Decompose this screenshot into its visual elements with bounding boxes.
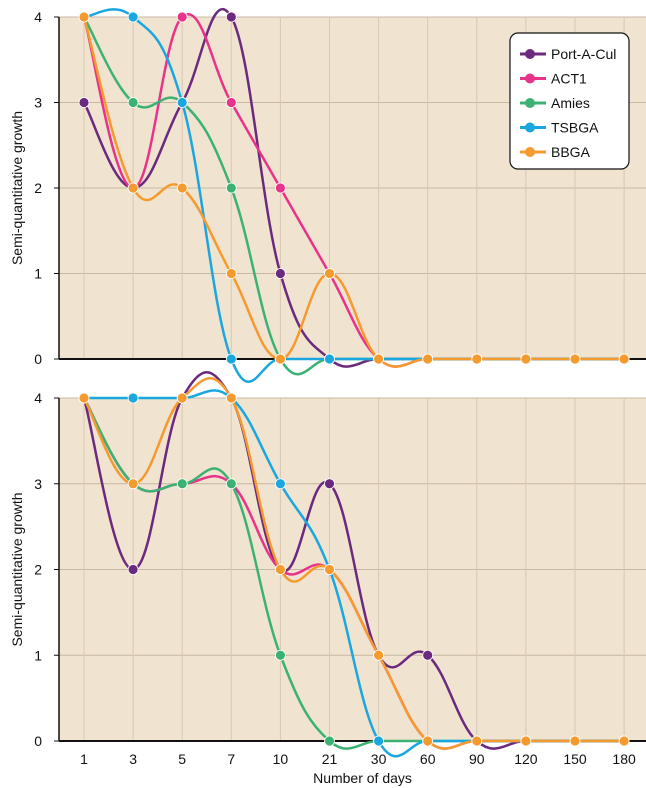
data-point: [569, 353, 581, 365]
data-point: [176, 478, 188, 490]
series-line: [82, 15, 626, 368]
data-point: [274, 649, 286, 661]
x-tick-label: 90: [469, 751, 485, 767]
data-point: [618, 353, 630, 365]
data-point: [422, 735, 434, 747]
x-tick-label: 180: [612, 751, 636, 767]
data-point: [127, 11, 139, 23]
y-tick-label: 2: [34, 562, 42, 578]
data-point: [373, 353, 385, 365]
x-tick-label: 120: [514, 751, 538, 767]
x-tick-label: 3: [129, 751, 137, 767]
legend: Port-A-Cul ACT1 Amies TSBGA BBGA: [509, 32, 630, 170]
y-tick-label: 1: [34, 647, 42, 663]
y-tick-label: 0: [34, 733, 42, 749]
data-point: [471, 353, 483, 365]
data-point: [373, 735, 385, 747]
legend-label: Amies: [551, 95, 590, 111]
legend-swatch-marker: [525, 147, 535, 157]
data-point: [225, 268, 237, 279]
data-point: [225, 478, 237, 490]
y-tick-label: 3: [34, 476, 42, 492]
x-axis-title: Number of days: [313, 770, 412, 786]
data-point: [225, 353, 237, 365]
data-point: [225, 182, 237, 194]
data-point: [176, 182, 188, 194]
top-chart-panel: 0 1 2 3 4 Semi-quantitative growth Port-A-Cul A…: [9, 7, 646, 384]
data-point: [618, 735, 630, 747]
data-point: [324, 268, 335, 279]
data-point: [274, 353, 286, 365]
data-point: [176, 11, 188, 23]
x-tick-label: 150: [563, 751, 587, 767]
data-point: [520, 735, 532, 747]
data-point: [520, 353, 532, 365]
data-point: [324, 735, 335, 747]
data-point: [127, 478, 139, 490]
data-point: [78, 97, 90, 108]
x-tick-label: 60: [420, 751, 436, 767]
data-point: [569, 735, 581, 747]
data-point: [78, 392, 90, 404]
y-tick-label: 3: [34, 95, 42, 111]
data-point: [274, 564, 286, 575]
series-bbga: [78, 11, 630, 368]
data-point: [127, 392, 139, 404]
data-point: [127, 564, 139, 575]
y-tick-label: 4: [34, 390, 42, 406]
x-tick-label: 1: [80, 751, 88, 767]
legend-swatch-marker: [525, 73, 535, 84]
data-point: [225, 392, 237, 404]
data-point: [176, 392, 188, 404]
y-tick-label: 2: [34, 180, 42, 196]
y-tick-label: 0: [34, 351, 42, 367]
data-point: [176, 97, 188, 108]
data-point: [422, 649, 434, 661]
legend-box: [509, 32, 630, 170]
data-point: [225, 11, 237, 23]
data-point: [78, 11, 90, 23]
data-point: [274, 182, 286, 194]
x-tick-label: 10: [273, 751, 289, 767]
data-point: [373, 649, 385, 661]
y-tick-label: 1: [34, 266, 42, 282]
data-point: [225, 97, 237, 108]
data-point: [127, 182, 139, 194]
data-point: [471, 735, 483, 747]
data-point: [324, 478, 335, 490]
x-tick-label: 21: [322, 751, 338, 767]
x-tick-label: 30: [371, 751, 387, 767]
legend-label: ACT1: [551, 71, 587, 87]
data-point: [274, 478, 286, 490]
bottom-chart-panel: 0 1 2 3 4 Semi-quantitative growth 1 3 5 7 10 21 30 6…: [9, 371, 646, 786]
x-tick-label: 7: [227, 751, 235, 767]
legend-swatch-marker: [525, 122, 535, 133]
legend-label: Port-A-Cul: [551, 46, 616, 62]
y-axis-title: Semi-quantitative growth: [9, 492, 25, 646]
data-point: [324, 353, 335, 365]
x-tick-label: 5: [178, 751, 186, 767]
series-bbga: [78, 376, 630, 750]
data-point: [274, 268, 286, 279]
data-point: [422, 353, 434, 365]
legend-swatch-marker: [525, 98, 535, 108]
data-point: [127, 97, 139, 108]
legend-label: TSBGA: [551, 120, 599, 136]
legend-label: BBGA: [551, 144, 591, 160]
data-point: [324, 564, 335, 575]
y-tick-label: 4: [34, 9, 42, 25]
legend-swatch-marker: [525, 49, 535, 59]
y-axis-title: Semi-quantitative growth: [9, 111, 25, 265]
